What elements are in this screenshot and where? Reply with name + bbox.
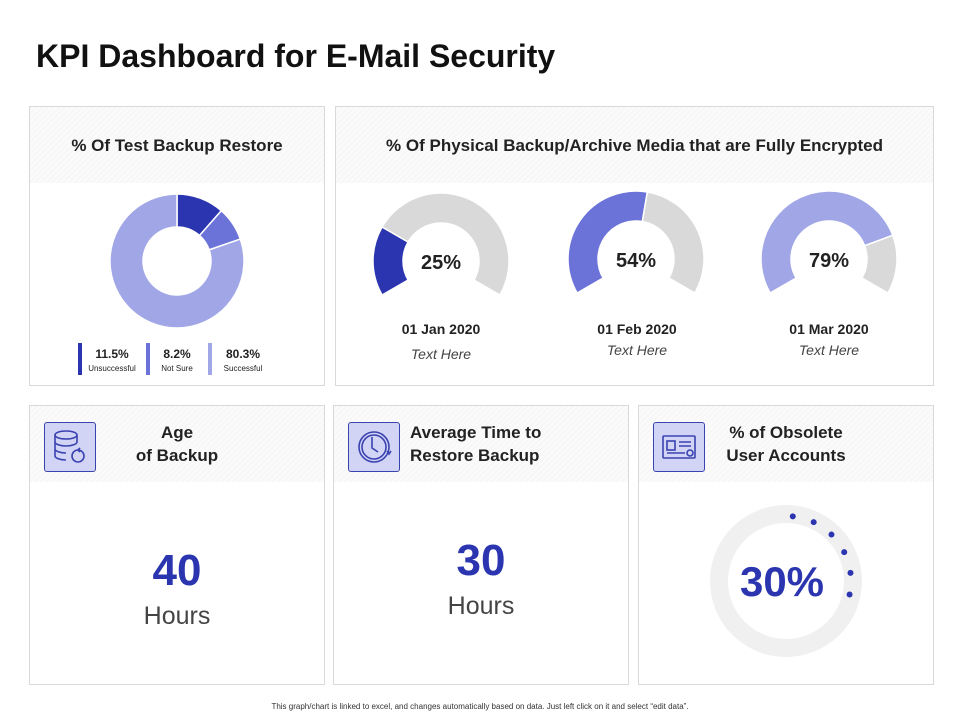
encrypted-gauges: 25% 54% 79% bbox=[372, 190, 898, 297]
gauge-value: 25% bbox=[421, 252, 461, 274]
avg-panel: Average Time to Restore Backup 30 Hours bbox=[333, 405, 629, 685]
ring-progress-dot bbox=[810, 519, 817, 526]
legend-not-sure: 8.2% Not Sure bbox=[146, 343, 202, 375]
page-title: KPI Dashboard for E-Mail Security bbox=[36, 38, 556, 74]
gauge-fill bbox=[760, 190, 894, 295]
legend-value: 8.2% bbox=[163, 347, 191, 361]
gauge-date: 01 Feb 2020 bbox=[597, 321, 677, 337]
ring-progress-dot bbox=[847, 569, 854, 576]
footer-note: This graph/chart is linked to excel, and… bbox=[271, 702, 689, 711]
restore-legend: 11.5% Unsuccessful 8.2% Not Sure 80.3% Succ… bbox=[78, 343, 278, 375]
ring-progress-dot bbox=[789, 513, 796, 520]
legend-label: Unsuccessful bbox=[88, 364, 136, 373]
ring-progress-dot bbox=[828, 531, 835, 538]
gauge-remainder bbox=[860, 234, 898, 295]
donut-slice-successful bbox=[109, 193, 245, 329]
age-value: 40 bbox=[152, 546, 202, 595]
restore-title: % Of Test Backup Restore bbox=[30, 107, 324, 183]
gauge-fill bbox=[567, 190, 649, 295]
obsolete-panel: % of Obsolete User Accounts 30% bbox=[638, 405, 934, 685]
legend-value: 80.3% bbox=[225, 347, 261, 361]
encrypted-title: % Of Physical Backup/Archive Media that … bbox=[336, 107, 933, 183]
avg-value: 30 bbox=[456, 536, 506, 585]
gauge-date: 01 Mar 2020 bbox=[789, 321, 869, 337]
gauge-value: 54% bbox=[616, 250, 656, 272]
gauge-date: 01 Jan 2020 bbox=[401, 321, 481, 337]
legend-label: Not Sure bbox=[161, 364, 193, 373]
clock-restore-icon bbox=[348, 422, 400, 472]
age-panel: Age of Backup 40 Hours bbox=[29, 405, 325, 685]
ring-progress-dot bbox=[841, 549, 848, 556]
id-card-icon bbox=[653, 422, 705, 472]
legend-successful: 80.3% Successful bbox=[208, 343, 272, 375]
legend-unsuccessful: 11.5% Unsuccessful bbox=[78, 343, 140, 375]
obsolete-value: 30% bbox=[739, 558, 825, 605]
legend-label: Successful bbox=[223, 364, 263, 373]
ring-track bbox=[710, 505, 862, 657]
ring-progress-dot bbox=[846, 591, 853, 598]
gauge-remainder bbox=[381, 192, 510, 297]
restore-donut-chart[interactable] bbox=[30, 107, 326, 387]
gauge-text: Text Here bbox=[798, 342, 860, 358]
restore-panel: % Of Test Backup Restore 11.5% Unsuccessf… bbox=[29, 106, 325, 386]
encrypted-panel: % Of Physical Backup/Archive Media that … bbox=[335, 106, 934, 386]
age-title-line1: Age bbox=[160, 423, 194, 442]
avg-unit: Hours bbox=[447, 592, 515, 620]
database-restore-icon bbox=[44, 422, 96, 472]
gauge-remainder bbox=[641, 191, 705, 295]
gauge-text: Text Here bbox=[410, 346, 472, 362]
age-title-line2: of Backup bbox=[135, 446, 219, 465]
obsolete-ring bbox=[710, 505, 862, 657]
legend-value: 11.5% bbox=[95, 347, 129, 361]
gauge-text: Text Here bbox=[606, 342, 668, 358]
gauge-value: 79% bbox=[809, 250, 849, 272]
avg-title-line1: Average Time to bbox=[410, 423, 542, 442]
obsolete-title-line1: % of Obsolete bbox=[729, 423, 843, 442]
avg-title-line2: Restore Backup bbox=[410, 446, 540, 465]
age-unit: Hours bbox=[143, 602, 211, 630]
obsolete-title-line2: User Accounts bbox=[726, 446, 846, 465]
